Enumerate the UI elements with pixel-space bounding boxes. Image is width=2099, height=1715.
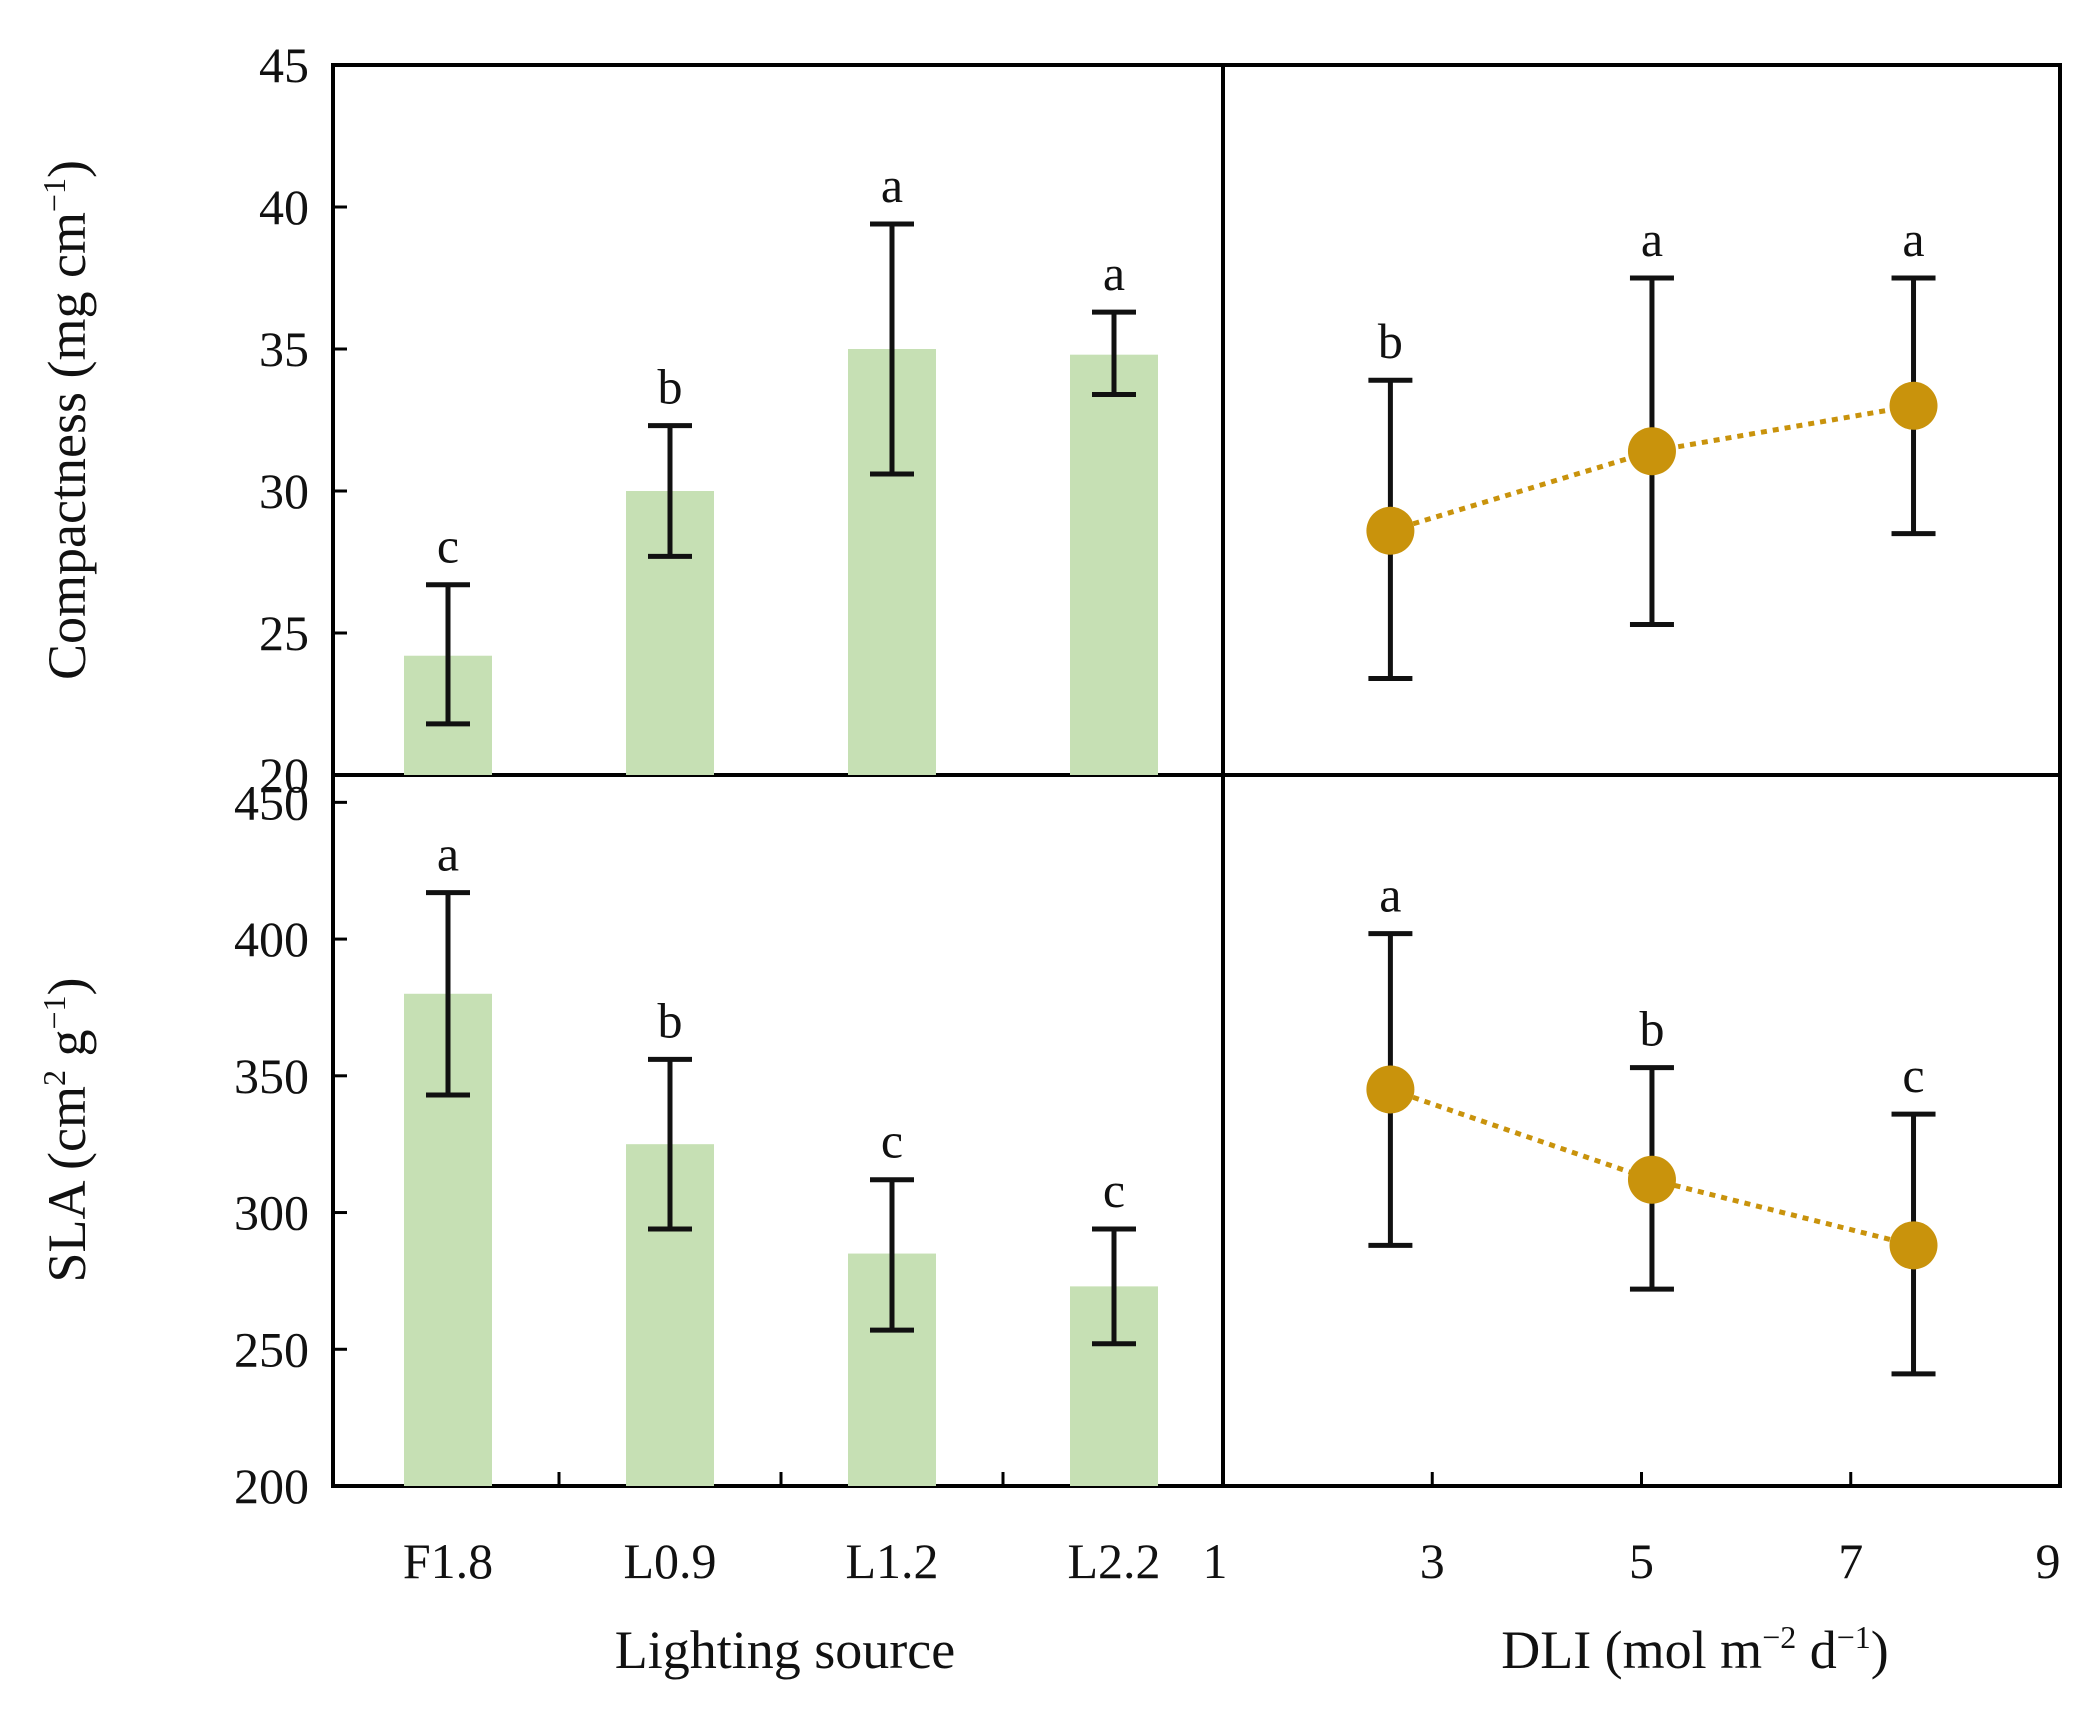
compactness-source-letter-2: a — [881, 157, 903, 213]
source-xtick-label-1: L0.9 — [623, 1533, 716, 1589]
y-axis-ticks: 20 25 30 35 40 45 200 250 300 350 400 450 — [234, 37, 347, 1514]
panel-frame-bottom-right — [1221, 773, 2062, 1488]
compactness-dli-letter-2: a — [1902, 211, 1924, 267]
source-xtick-label-3: L2.2 — [1067, 1533, 1160, 1589]
panel-frame-top-right — [1221, 63, 2062, 777]
sla-dli-letter-0: a — [1379, 867, 1401, 923]
compactness-ytick-label-2: 30 — [259, 463, 309, 519]
sla-ytick-label-4: 400 — [234, 911, 309, 967]
compactness-dli-letter-0: b — [1378, 313, 1403, 369]
compactness-ytick-label-3: 35 — [259, 321, 309, 377]
sla-dli-panel: a b c — [1366, 867, 1938, 1377]
dli-xtick-label-3: 7 — [1838, 1533, 1863, 1589]
sla-source-letter-3: c — [1103, 1162, 1125, 1218]
compactness-dli-point-2 — [1889, 381, 1938, 430]
compactness-dli-point-0 — [1366, 506, 1415, 555]
source-xtick-label-0: F1.8 — [403, 1533, 493, 1589]
compactness-source-letter-3: a — [1103, 245, 1125, 301]
sla-dli-letter-1: b — [1639, 1001, 1664, 1057]
sla-ytick-label-2: 300 — [234, 1185, 309, 1241]
dli-xtick-label-0: 1 — [1203, 1533, 1228, 1589]
dli-xtick-label-2: 5 — [1629, 1533, 1654, 1589]
x-axis-title-lighting-source: Lighting source — [615, 1620, 955, 1680]
sla-source-letter-0: a — [437, 826, 459, 882]
compactness-bar-panel: c b a a — [404, 157, 1158, 775]
sla-ytick-label-5: 450 — [234, 774, 309, 830]
compactness-dli-panel: b a a — [1366, 211, 1938, 681]
y-axis-title-compactness: Compactness (mg cm−1) — [36, 160, 97, 680]
compactness-ytick-label-5: 45 — [259, 37, 309, 93]
sla-source-letter-1: b — [658, 992, 683, 1048]
compactness-source-letter-1: b — [658, 359, 683, 415]
sla-dli-point-0 — [1366, 1065, 1415, 1114]
sla-bar-panel: a b c c — [404, 826, 1158, 1486]
x-axis-title-dli: DLI (mol m−2 d−1) — [1501, 1619, 1889, 1680]
dli-xtick-label-4: 9 — [2036, 1533, 2061, 1589]
compactness-ytick-label-0: 20 — [259, 747, 309, 803]
compactness-ytick-label-4: 40 — [259, 179, 309, 235]
sla-dli-letter-2: c — [1902, 1047, 1924, 1103]
x-axis-ticks: F1.8 L0.9 L1.2 L2.2 1 3 5 7 9 — [331, 1472, 2062, 1589]
dli-xtick-label-1: 3 — [1420, 1533, 1445, 1589]
sla-dli-point-1 — [1627, 1155, 1676, 1204]
compactness-source-bar-3 — [1070, 354, 1158, 775]
compactness-dli-letter-1: a — [1641, 211, 1663, 267]
sla-ytick-label-3: 350 — [234, 1048, 309, 1104]
y-axis-title-sla: SLA (cm2 g−1) — [36, 977, 97, 1282]
source-xtick-label-2: L1.2 — [845, 1533, 938, 1589]
compactness-dli-point-1 — [1627, 427, 1676, 476]
sla-source-letter-2: c — [881, 1113, 903, 1169]
sla-ytick-label-1: 250 — [234, 1321, 309, 1377]
compactness-source-letter-0: c — [437, 518, 459, 574]
sla-dli-point-2 — [1889, 1221, 1938, 1270]
sla-ytick-label-0: 200 — [234, 1458, 309, 1514]
compactness-ytick-label-1: 25 — [259, 605, 309, 661]
